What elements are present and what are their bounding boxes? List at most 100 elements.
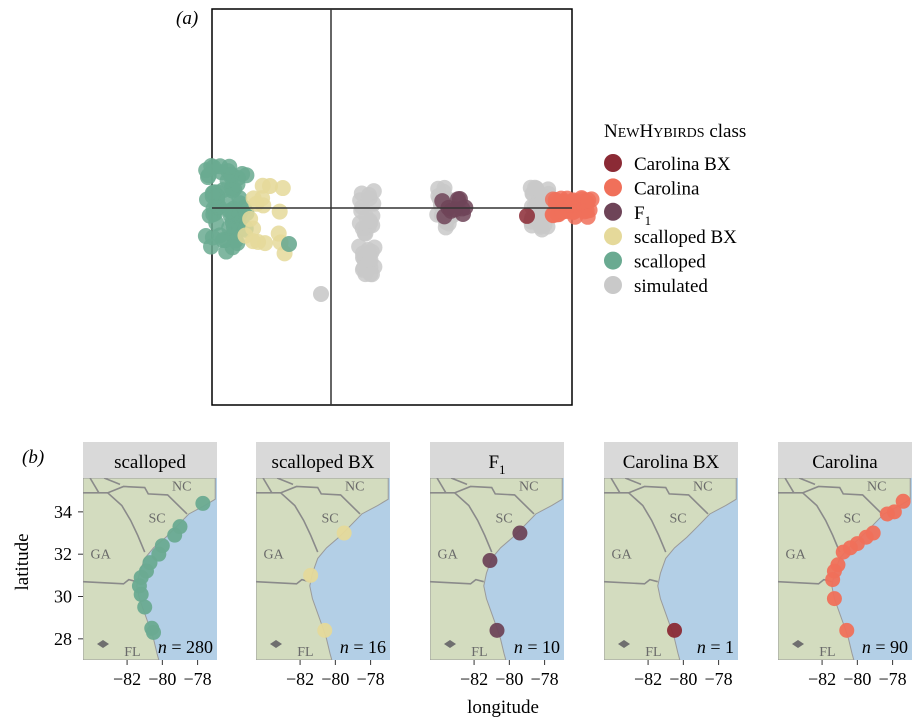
scatter-point-scalloped bbox=[215, 232, 232, 249]
scatter-point-carolina bbox=[579, 208, 596, 225]
scatter-point-simulated bbox=[365, 183, 382, 200]
state-border bbox=[624, 478, 642, 486]
state-border bbox=[89, 478, 100, 494]
map-background: NC SC GA FL bbox=[256, 478, 390, 660]
facet-strip bbox=[778, 442, 912, 478]
state-border bbox=[103, 478, 121, 486]
sample-size-label: n = 10 bbox=[514, 637, 560, 657]
state-border bbox=[798, 478, 816, 486]
facet-scalloped-bx: scalloped BX NC SC GA FL n = 16 −82 −80 −78 bbox=[256, 442, 390, 689]
state-border bbox=[436, 478, 447, 494]
map-point bbox=[482, 553, 498, 569]
legend-swatch-scalloped bbox=[604, 251, 622, 270]
fl-marker-icon bbox=[97, 640, 109, 648]
state-border bbox=[450, 478, 468, 486]
fl-marker-icon bbox=[270, 640, 282, 648]
state-label-ga: GA bbox=[438, 547, 459, 562]
map-background: NC SC GA FL bbox=[778, 478, 912, 660]
y-tick-label: 30 bbox=[54, 587, 72, 607]
y-axis-ticks: 34 32 30 28 bbox=[54, 502, 83, 649]
y-tick-label: 28 bbox=[54, 629, 72, 649]
land-area bbox=[604, 478, 737, 660]
map-point bbox=[195, 495, 211, 511]
map-point bbox=[835, 544, 851, 560]
legend-label-carolina: Carolina bbox=[634, 178, 700, 199]
panel-b-label: (b) bbox=[22, 447, 44, 468]
facet-strip bbox=[604, 442, 738, 478]
facet-strip bbox=[430, 442, 564, 478]
state-border bbox=[262, 478, 273, 494]
map-point bbox=[879, 506, 895, 522]
fl-marker-icon bbox=[444, 640, 456, 648]
map-point bbox=[826, 591, 842, 607]
y-tick-label: 34 bbox=[54, 502, 72, 522]
state-label-ga: GA bbox=[786, 547, 807, 562]
state-label-nc: NC bbox=[693, 480, 712, 495]
x-tick-label: −78 bbox=[879, 669, 907, 689]
legend-label-simulated: simulated bbox=[634, 276, 708, 297]
scatter-point-scalloped bbox=[221, 219, 238, 236]
facet-title: scalloped BX bbox=[272, 452, 375, 473]
state-label-ga: GA bbox=[91, 547, 112, 562]
state-label-nc: NC bbox=[519, 480, 538, 495]
legend-swatch-simulated bbox=[604, 276, 622, 294]
x-tick-label: −80 bbox=[321, 669, 349, 689]
scatter-point-carolina bbox=[550, 206, 567, 223]
state-border bbox=[454, 492, 493, 553]
scatter-point-simulated bbox=[522, 179, 539, 196]
facet-title: Carolina bbox=[812, 452, 878, 473]
map-panels-b: (b) latitude longitude 34 32 30 28 scallope… bbox=[12, 442, 912, 718]
scatter-panel-a: (a) NEWHYBIRDS class Carolina BX Carolina… bbox=[176, 8, 746, 406]
facet-scalloped: scalloped NC SC GA FL n = 280 −82 −80 −78 bbox=[83, 442, 217, 689]
scatter-point-scalloped bbox=[212, 158, 229, 175]
state-label-ga: GA bbox=[612, 547, 633, 562]
sample-size-label: n = 280 bbox=[158, 637, 213, 657]
state-border bbox=[430, 485, 535, 515]
x-tick-label: −82 bbox=[113, 669, 141, 689]
state-border bbox=[256, 485, 361, 515]
legend-label-scalloped: scalloped bbox=[634, 252, 706, 273]
fl-marker-icon bbox=[618, 640, 630, 648]
legend-label-scalloped-bx: scalloped BX bbox=[634, 227, 737, 248]
scatter-point-carolina bbox=[567, 208, 584, 225]
scatter-point-scalloped bbox=[281, 236, 297, 252]
x-tick-label: −80 bbox=[148, 669, 176, 689]
state-label-nc: NC bbox=[867, 480, 886, 495]
state-border bbox=[604, 578, 658, 585]
x-tick-label: −78 bbox=[705, 669, 733, 689]
scatter-point-scalloped bbox=[208, 188, 225, 205]
scatter-point-scalloped bbox=[219, 172, 236, 189]
state-label-nc: NC bbox=[172, 480, 191, 495]
x-tick-label: −80 bbox=[843, 669, 871, 689]
x-tick-label: −82 bbox=[808, 669, 836, 689]
facet-carolina-bx: Carolina BX NC SC GA FL n = 1 −82 −80 −78 bbox=[604, 442, 738, 689]
state-border bbox=[802, 492, 841, 553]
scatter-point-scalloped bbox=[200, 167, 217, 184]
state-border bbox=[784, 478, 795, 494]
facet-carolina: Carolina NC SC GA FL n = 90 −82 −80 −78 bbox=[778, 442, 912, 689]
map-point bbox=[303, 567, 319, 583]
map-point bbox=[512, 525, 528, 541]
map-point bbox=[895, 493, 911, 509]
scatter-point-simulated bbox=[313, 286, 329, 302]
scatter-point-scalloped bbox=[201, 207, 218, 224]
state-label-sc: SC bbox=[495, 511, 512, 526]
fl-marker-icon bbox=[792, 640, 804, 648]
x-tick-label: −82 bbox=[460, 669, 488, 689]
x-tick-label: −78 bbox=[357, 669, 385, 689]
state-border bbox=[280, 492, 319, 553]
map-point bbox=[839, 622, 855, 638]
state-border bbox=[83, 485, 188, 515]
map-point bbox=[167, 527, 183, 543]
legend-title: NEWHYBIRDS class bbox=[604, 121, 746, 142]
state-label-sc: SC bbox=[669, 511, 686, 526]
x-tick-label: −78 bbox=[531, 669, 559, 689]
facet-title: F1 bbox=[488, 452, 505, 477]
state-label-sc: SC bbox=[148, 511, 165, 526]
map-point bbox=[825, 572, 841, 588]
state-label-nc: NC bbox=[345, 480, 364, 495]
state-border bbox=[83, 578, 137, 585]
legend-label-f1: F1 bbox=[634, 203, 651, 228]
scatter-point-simulated bbox=[360, 244, 377, 261]
scatter-point-scalloped-bx bbox=[271, 203, 288, 220]
